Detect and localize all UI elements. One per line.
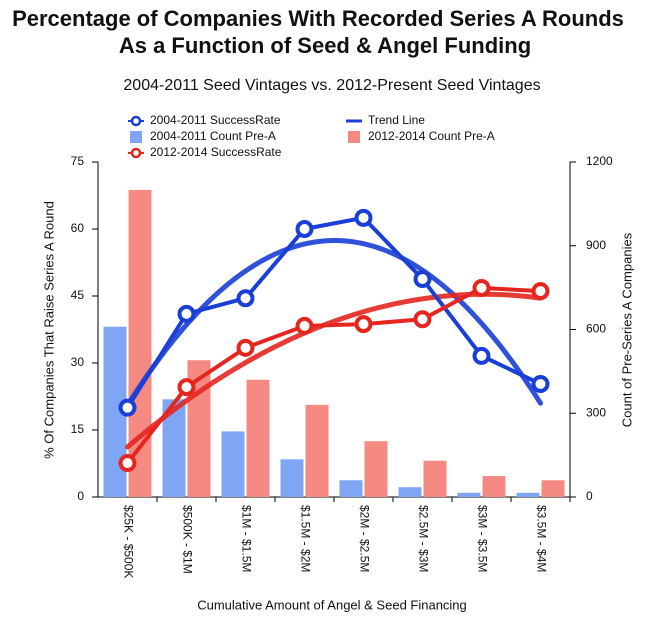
point	[177, 378, 196, 397]
point	[413, 270, 432, 289]
legend-swatch	[130, 131, 142, 143]
point	[531, 374, 550, 393]
bar	[103, 326, 127, 497]
bar	[280, 459, 304, 497]
chart-subtitle: 2004-2011 Seed Vintages vs. 2012-Present…	[123, 77, 540, 94]
point	[354, 315, 373, 334]
point	[118, 398, 137, 417]
bar	[541, 480, 565, 497]
line	[125, 285, 541, 465]
y2-tick-label: 900	[586, 238, 606, 252]
chart-title: As a Function of Seed & Angel Funding	[119, 33, 531, 58]
x-axis-label: Cumulative Amount of Angel & Seed Financ…	[197, 597, 467, 612]
legend-swatch	[348, 131, 360, 143]
bar	[516, 492, 540, 497]
legend-label: 2012-2014 Count Pre-A	[368, 129, 495, 143]
trend-line	[125, 238, 543, 408]
legend-label: 2012-2014 SuccessRate	[150, 145, 282, 159]
y2-tick-label: 300	[586, 405, 606, 419]
bar	[162, 399, 186, 497]
x-tick-label: $1.5M - $2M	[298, 505, 312, 572]
y2-tick-label: 0	[586, 489, 593, 503]
x-tick-label: $3M - $3.5M	[475, 505, 489, 572]
x-tick-label: $25K - $500K	[121, 505, 135, 578]
x-tick-label: $1M - $1.5M	[239, 505, 253, 572]
y2-tick-label: 600	[586, 322, 606, 336]
y-tick-label: 15	[71, 422, 85, 436]
y2-axis-label: Count of Pre-Series A Companies	[619, 232, 634, 427]
legend-label: 2004-2011 SuccessRate	[150, 113, 281, 127]
point	[354, 208, 373, 227]
point	[472, 278, 491, 297]
point	[413, 310, 432, 329]
point	[295, 220, 314, 238]
y-tick-label: 60	[71, 221, 85, 235]
point	[236, 289, 255, 308]
x-tick-label: $2M - $2.5M	[357, 505, 371, 572]
bar	[246, 379, 270, 497]
y-tick-label: 0	[77, 489, 84, 503]
bar	[457, 492, 481, 497]
bar	[423, 460, 447, 497]
bar	[364, 441, 388, 497]
bar	[398, 487, 422, 497]
line	[125, 215, 542, 409]
y-tick-label: 45	[71, 288, 85, 302]
chart-title: Percentage of Companies With Recorded Se…	[12, 6, 624, 31]
x-tick-label: $3.5M - $4M	[534, 505, 548, 572]
y-tick-label: 75	[71, 154, 85, 168]
bar	[305, 404, 329, 497]
point	[295, 316, 314, 335]
y-tick-label: 30	[71, 355, 85, 369]
legend-label: 2004-2011 Count Pre-A	[150, 129, 276, 143]
point	[531, 282, 550, 301]
y2-tick-label: 1200	[586, 154, 613, 168]
point	[177, 304, 196, 323]
legend-label: Trend Line	[368, 113, 425, 127]
point	[472, 346, 491, 365]
point	[118, 454, 137, 473]
x-tick-label: $2.5M - $3M	[416, 505, 430, 572]
bar	[221, 431, 245, 497]
bar	[482, 476, 506, 497]
bar	[339, 480, 363, 497]
bar	[128, 189, 152, 497]
legend-swatch	[130, 115, 142, 127]
y-axis-label: % Of Companies That Raise Series A Round	[41, 201, 56, 459]
legend-swatch	[130, 147, 142, 159]
x-tick-label: $500K - $1M	[180, 505, 194, 574]
point	[236, 338, 255, 357]
